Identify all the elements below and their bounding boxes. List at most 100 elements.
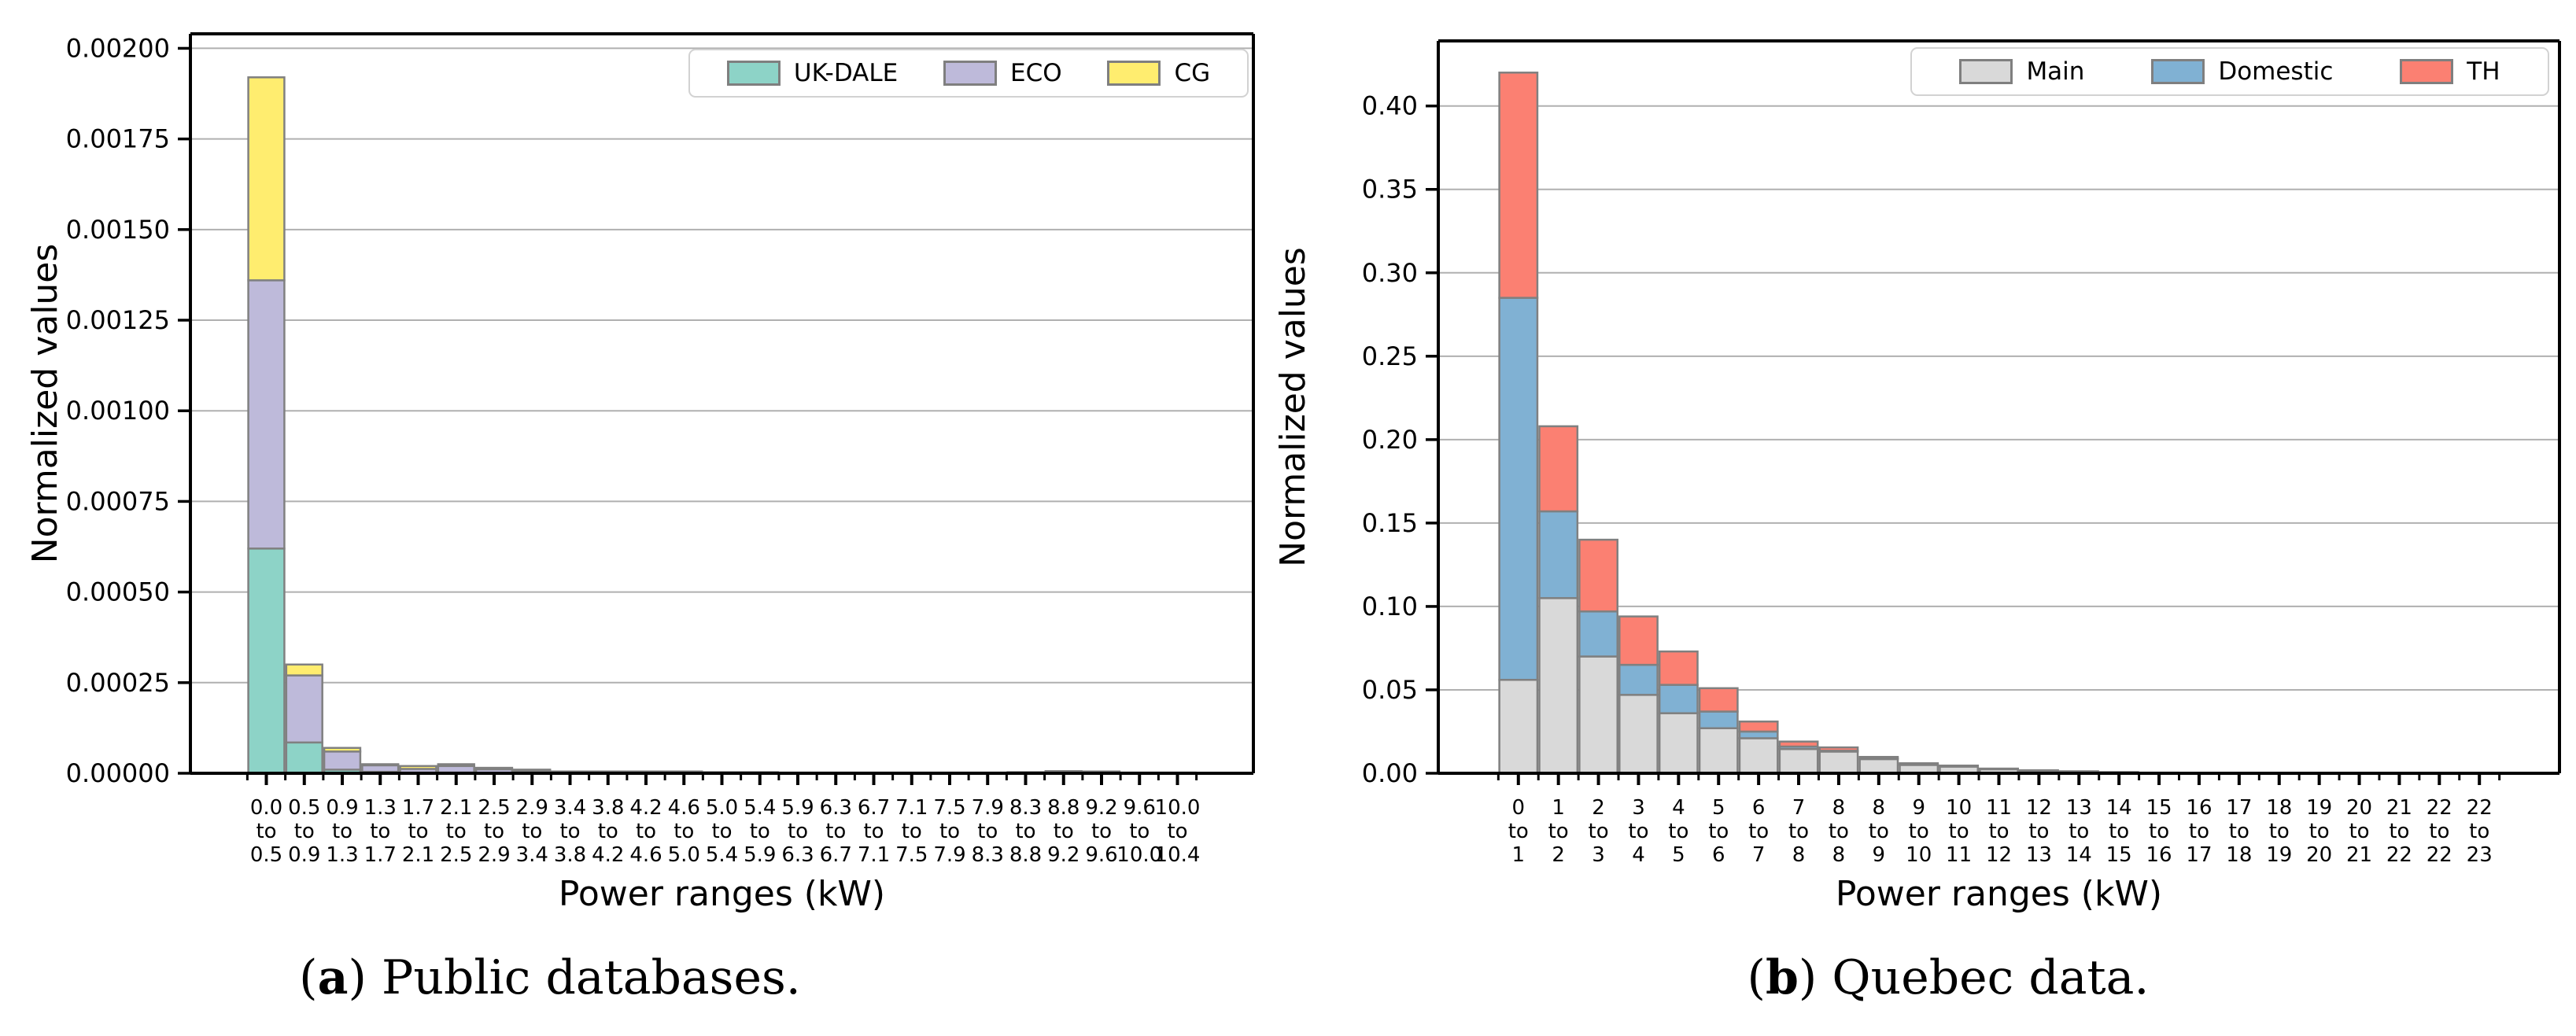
x-tick-label: 0 to 1 xyxy=(1508,796,1529,867)
y-axis: 0.00 0.05 0.10 0.15 0.20 0.25 0.30 0.35 0.40 xyxy=(1362,91,1438,788)
y-grid xyxy=(1438,105,2559,691)
y-tick-label: 0.00 xyxy=(1362,758,1418,788)
bar-segment-ECO xyxy=(285,674,323,744)
x-tick-label: 9.2 to 9.6 xyxy=(1085,796,1117,867)
y-tick-label: 0.00150 xyxy=(66,215,170,245)
legend-b: Main Domestic TH xyxy=(1910,47,2549,96)
legend-item-Domestic: Domestic xyxy=(2151,57,2333,86)
x-tick-label: 4.2 to 4.6 xyxy=(629,796,662,867)
legend-swatch-CG xyxy=(1107,61,1161,86)
caption-a-letter: a xyxy=(317,950,349,1005)
bar-segment-Domestic xyxy=(1578,610,1618,658)
bar-segment-TH xyxy=(1538,425,1579,513)
y-tick-label: 0.10 xyxy=(1362,592,1418,621)
x-tick-label: 2.9 to 3.4 xyxy=(516,796,548,867)
caption-a-text: Public databases. xyxy=(366,950,801,1005)
bar-segment-CG xyxy=(474,766,514,771)
x-tick-label: 4.6 to 5.0 xyxy=(668,796,700,867)
x-tick-label: 3 to 4 xyxy=(1628,796,1648,867)
bar-segment-TH xyxy=(1778,740,1819,748)
bar-segment-Domestic xyxy=(1658,684,1699,714)
y-axis: 0.00000 0.00025 0.00050 0.00075 0.00100 0.001… xyxy=(66,33,190,788)
bar-segment-Main xyxy=(1778,747,1819,775)
x-tick-label: 19 to 20 xyxy=(2306,796,2332,867)
x-tick-label: 8.8 to 9.2 xyxy=(1047,796,1079,867)
x-tick-label: 6.7 to 7.1 xyxy=(858,796,890,867)
x-tick-label: 9 to 10 xyxy=(1906,796,1932,867)
bar-segment-ECO xyxy=(247,279,286,550)
y-tick-label: 0.40 xyxy=(1362,91,1418,121)
x-tick-label: 0.0 to 0.5 xyxy=(250,796,282,867)
bar-segment-TH xyxy=(1939,764,1980,768)
bar-segment-Domestic xyxy=(1738,730,1779,739)
legend-swatch-UK-DALE xyxy=(726,61,781,86)
x-tick-label: 13 to 14 xyxy=(2066,796,2092,867)
legend-item-Main: Main xyxy=(1959,57,2084,86)
y-tick-label: 0.30 xyxy=(1362,258,1418,288)
x-tick-label: 0.5 to 0.9 xyxy=(288,796,320,867)
legend-item-UK-DALE: UK-DALE xyxy=(726,59,899,87)
legend-label-CG: CG xyxy=(1174,59,1211,87)
x-tick-label: 10.0 to 10.4 xyxy=(1155,796,1201,867)
x-tick-label: 20 to 21 xyxy=(2346,796,2372,867)
bar-segment-Domestic xyxy=(1618,663,1659,696)
legend-a: UK-DALE ECO CG xyxy=(688,49,1249,98)
x-axis-label: Power ranges (kW) xyxy=(559,874,885,914)
chart-a: 0.00000 0.00025 0.00050 0.00075 0.00100 0.001… xyxy=(25,32,1255,914)
y-tick-label: 0.00100 xyxy=(66,396,170,426)
legend-label-TH: TH xyxy=(2467,57,2500,86)
bar-segment-Main xyxy=(1698,727,1739,775)
bar-segment-TH xyxy=(1498,72,1539,299)
legend-swatch-TH xyxy=(2400,59,2454,84)
y-tick-label: 0.00125 xyxy=(66,305,170,335)
chart-b: 0.00 0.05 0.10 0.15 0.20 0.25 0.30 0.35 0.40 0 to 1… xyxy=(1273,39,2561,914)
x-tick-label: 8.3 to 8.8 xyxy=(1009,796,1042,867)
bar-segment-Main xyxy=(1618,694,1659,775)
x-tick-label: 8 to 8 xyxy=(1829,796,1849,867)
x-tick-label: 5.0 to 5.4 xyxy=(706,796,738,867)
x-tick-label: 6 to 7 xyxy=(1748,796,1769,867)
bar-segment-ECO xyxy=(323,750,362,771)
bar-segment-CG xyxy=(513,769,552,772)
bar-segment-TH xyxy=(2018,769,2059,772)
bar-segment-Main xyxy=(1498,678,1539,775)
y-tick-label: 0.00200 xyxy=(66,33,170,63)
x-tick-label: 1.3 to 1.7 xyxy=(364,796,397,867)
x-tick-label: 2.5 to 2.9 xyxy=(478,796,510,867)
bar-segment-Main xyxy=(1858,758,1899,775)
y-tick-label: 0.00175 xyxy=(66,124,170,154)
legend-label-UK-DALE: UK-DALE xyxy=(793,59,899,87)
bars xyxy=(247,76,1197,775)
y-tick-label: 0.00075 xyxy=(66,486,170,516)
y-tick-label: 0.25 xyxy=(1362,341,1418,371)
bar-segment-TH xyxy=(1738,721,1779,733)
bar-segment-CG xyxy=(285,663,323,677)
bar-segment-CG xyxy=(437,763,475,768)
spines xyxy=(189,32,1255,775)
x-tick-label: 5.4 to 5.9 xyxy=(744,796,776,867)
x-tick-label: 5.9 to 6.3 xyxy=(781,796,814,867)
legend-swatch-Main xyxy=(1959,59,2013,84)
x-tick-label: 7 to 8 xyxy=(1788,796,1809,867)
x-tick-label: 3.4 to 3.8 xyxy=(554,796,586,867)
bar-segment-CG xyxy=(323,747,362,753)
caption-b-letter: b xyxy=(1765,950,1799,1005)
bar-segment-TH xyxy=(1698,687,1739,713)
legend-label-Domestic: Domestic xyxy=(2218,57,2334,86)
bar-segment-UK-DALE xyxy=(247,547,286,775)
bar-segment-CG xyxy=(361,763,400,767)
bar-segment-Domestic xyxy=(1698,710,1739,729)
y-tick-label: 0.00000 xyxy=(66,758,170,788)
y-tick-label: 0.00025 xyxy=(66,668,170,698)
caption-a: (a) Public databases. xyxy=(196,950,904,1005)
x-tick-label: 22 to 23 xyxy=(2467,796,2493,867)
x-tick-label: 10 to 11 xyxy=(1946,796,1972,867)
x-tick-label: 21 to 22 xyxy=(2386,796,2412,867)
y-tick-label: 0.15 xyxy=(1362,508,1418,538)
legend-swatch-ECO xyxy=(943,61,998,86)
bar-segment-Main xyxy=(1578,655,1618,775)
y-tick-label: 0.05 xyxy=(1362,675,1418,705)
caption-b-text: Quebec data. xyxy=(1817,950,2150,1005)
